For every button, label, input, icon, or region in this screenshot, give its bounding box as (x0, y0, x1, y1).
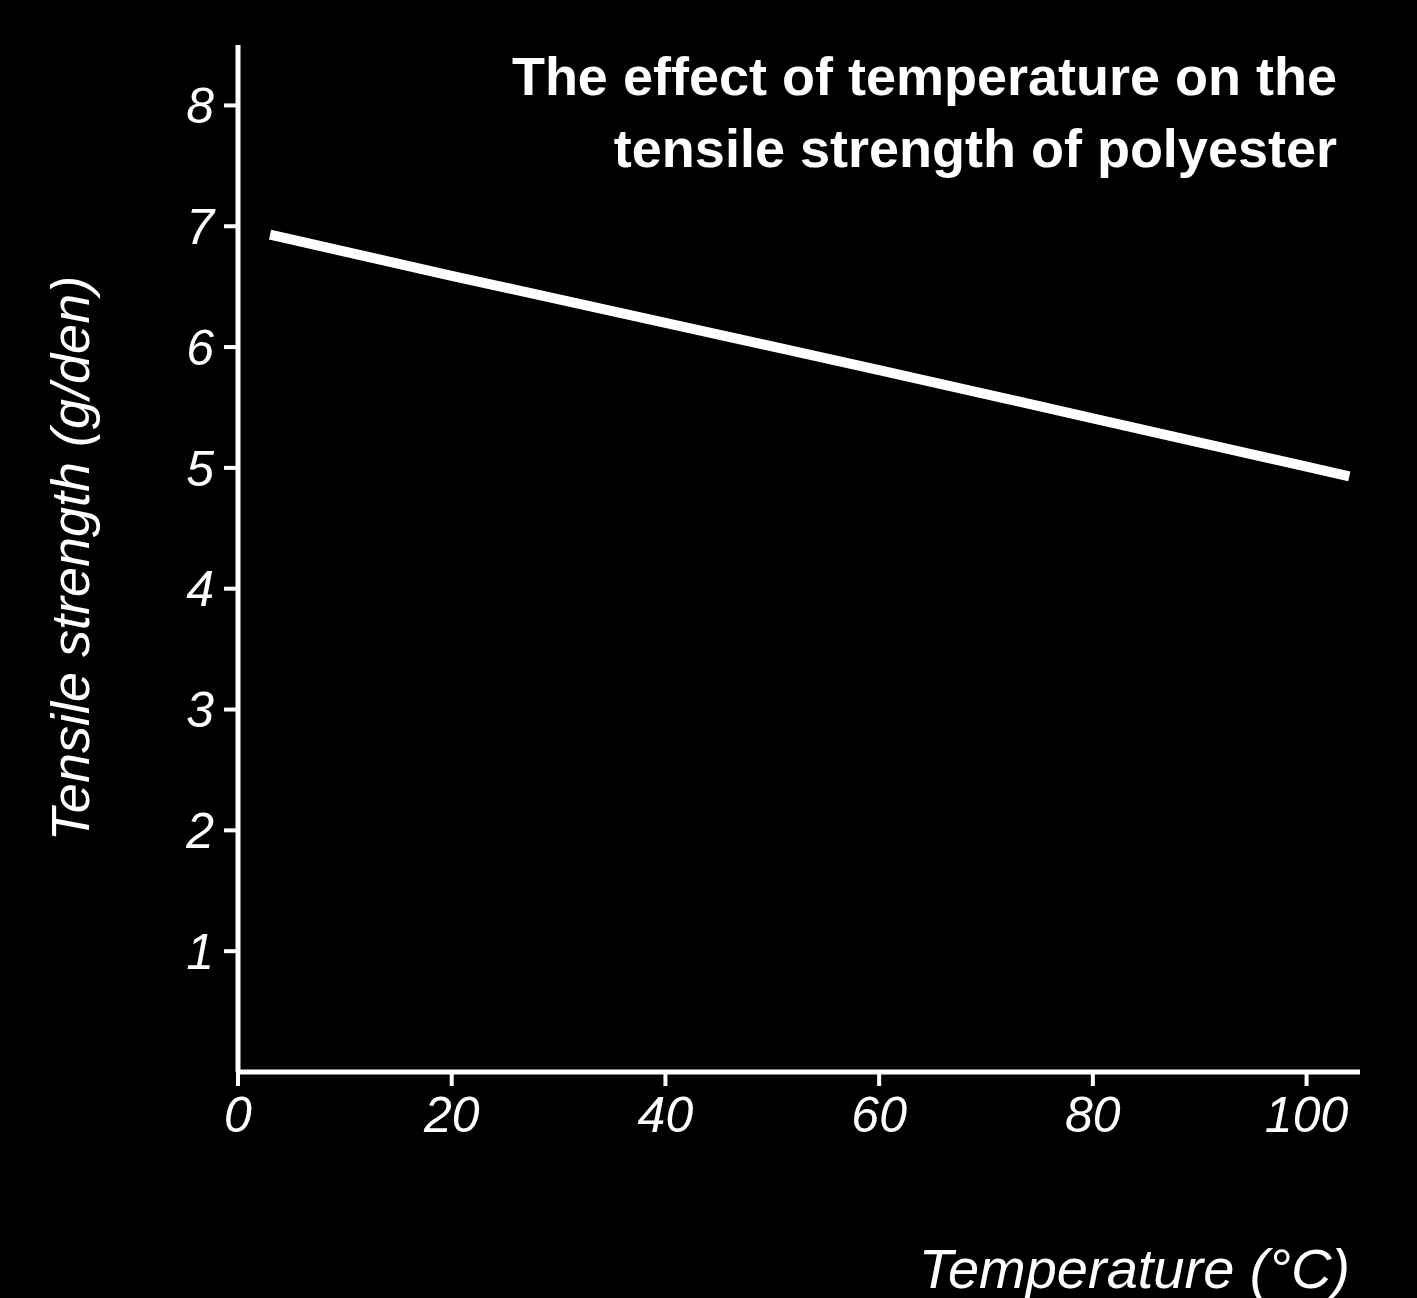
svg-text:4: 4 (186, 561, 214, 617)
svg-text:80: 80 (1065, 1087, 1121, 1143)
svg-text:60: 60 (851, 1087, 907, 1143)
svg-text:20: 20 (423, 1087, 480, 1143)
svg-text:40: 40 (638, 1087, 694, 1143)
svg-text:7: 7 (186, 199, 216, 255)
svg-text:8: 8 (186, 78, 214, 134)
svg-text:6: 6 (186, 320, 214, 376)
svg-text:0: 0 (224, 1087, 252, 1143)
svg-text:5: 5 (186, 441, 214, 497)
svg-text:Temperature (°C): Temperature (°C) (919, 1237, 1350, 1298)
svg-text:100: 100 (1265, 1087, 1349, 1143)
svg-text:Tensile strength (g/den): Tensile strength (g/den) (40, 276, 100, 841)
svg-text:1: 1 (186, 924, 214, 980)
html-text:The effect of temperature on t: The effect of temperature on the tensile… (511, 46, 1337, 178)
svg-text:2: 2 (185, 803, 214, 859)
svg-text:3: 3 (186, 682, 214, 738)
